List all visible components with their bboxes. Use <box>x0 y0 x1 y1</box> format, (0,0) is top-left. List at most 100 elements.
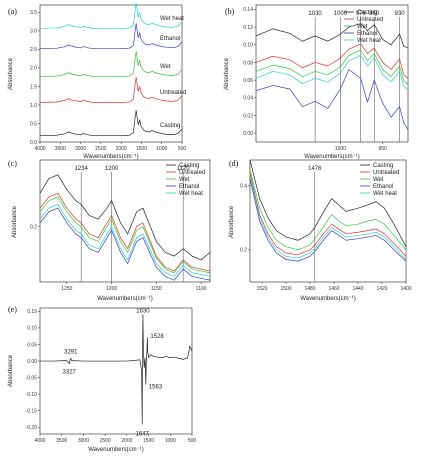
y-tick-label-a: 3.5 <box>30 10 37 16</box>
series-line-c-wet-heat <box>39 204 211 277</box>
y-tick-label-e: 0.10 <box>27 326 37 332</box>
series-line-d-wet <box>249 169 407 251</box>
x-tick-label-d: 1500 <box>280 286 291 292</box>
peak-label-b: 976 <box>356 11 367 17</box>
series-line-d-wet-heat <box>249 175 407 260</box>
series-label-a: Wet <box>160 64 171 70</box>
x-tick-label-a: 2500 <box>95 146 106 152</box>
x-tick-label-a: 1000 <box>156 146 167 152</box>
series-line-d-ethanol <box>249 179 407 262</box>
plot-c: 1250 1200 1150 1100 0.2 1234 1200 1120CastingUn… <box>30 163 211 292</box>
y-tick-label-b: 0.12 <box>243 25 253 31</box>
legend-label-d: Casting <box>373 163 393 169</box>
peak-label-c: 1200 <box>105 166 119 172</box>
x-tick-label-e: 3500 <box>56 438 67 444</box>
x-tick-label-a: 4000 <box>34 146 45 152</box>
x-tick-label-c: 1100 <box>196 286 207 292</box>
panel-c: (c) 1250 1200 1150 1100 0.2 1234 1200 1120Casti… <box>8 159 211 302</box>
y-tick-label-b: 0.04 <box>243 96 253 102</box>
x-tick-label-d: 1460 <box>328 286 339 292</box>
legend-label-b: Untreated <box>357 17 383 23</box>
legend-label-d: Ethanol <box>373 184 393 190</box>
series-line-b-wet-heat <box>255 55 409 91</box>
panel-label-e: (e) <box>8 305 17 314</box>
series-line-b-untreated <box>255 43 409 79</box>
x-tick-label-e: 4000 <box>34 438 45 444</box>
y-tick-label-e: 0.00 <box>27 359 37 365</box>
x-axis-label-b: Wavenumbers(cm⁻¹) <box>304 154 360 160</box>
panel-label-a: (a) <box>8 7 17 16</box>
panel-a: (a) 4000 3500 3000 2500 2000 1500 1000 500 0.0 0.… <box>8 2 187 160</box>
y-tick-label-e: -0.15 <box>26 409 38 415</box>
legend-label-c: Wet heat <box>179 191 203 197</box>
y-axis-label-d: Absorbance <box>229 205 235 238</box>
series-line-b-wet <box>255 49 409 85</box>
panel-label-d: (d) <box>229 159 239 168</box>
x-tick-label-c: 1250 <box>61 286 72 292</box>
legend-label-c: Wet <box>179 177 190 183</box>
y-axis-label-c: Absorbance <box>12 205 18 238</box>
peak-label-b: 960 <box>369 11 380 17</box>
y-tick-label-b: 0.14 <box>243 7 253 13</box>
x-axis-label-a: Wavenumbers(cm⁻¹) <box>83 154 139 160</box>
series-label-a: Ethanol <box>160 36 180 42</box>
legend-label-c: Casting <box>179 163 199 169</box>
x-axis-label-e: Wavenumbers(cm⁻¹) <box>88 447 144 453</box>
x-tick-label-d: 1400 <box>400 286 411 292</box>
series-line-a-wet <box>39 50 183 77</box>
y-tick-label-a: 2.5 <box>30 47 37 53</box>
x-tick-label-a: 3500 <box>55 146 66 152</box>
series-line-a-untreated <box>39 76 183 103</box>
legend-label-c: Untreated <box>179 170 205 176</box>
y-tick-label-a: 1.0 <box>30 103 37 109</box>
x-tick-label-a: 2000 <box>116 146 127 152</box>
y-tick-label-b: 0.06 <box>243 78 253 84</box>
series-line-b-casting <box>255 23 409 48</box>
peak-label-b: 930 <box>395 11 406 17</box>
series-line-c-casting <box>39 174 211 261</box>
legend-label-b: Casting <box>357 10 377 16</box>
peak-label-d: 1476 <box>308 166 322 172</box>
y-tick-label-a: 3.0 <box>30 29 37 35</box>
y-axis-label-e: Absorbance <box>8 354 14 387</box>
x-tick-label-d: 1520 <box>256 286 267 292</box>
y-tick-label-a: 2.0 <box>30 66 37 72</box>
series-line-c-ethanol <box>39 207 211 281</box>
x-axis-label-c: Wavenumbers(cm⁻¹) <box>97 296 153 302</box>
series-line-d-untreated <box>249 172 407 257</box>
x-tick-label-e: 2500 <box>100 438 111 444</box>
plot-e: 4000 3500 3000 2500 2000 1500 1000 500 -0.20 -0.1… <box>26 309 197 444</box>
x-tick-label-d: 1440 <box>352 286 363 292</box>
x-tick-label-a: 1500 <box>136 146 147 152</box>
x-tick-label-a: 500 <box>178 146 187 152</box>
y-tick-label-a: 0.0 <box>30 140 37 146</box>
x-tick-label-d: 1480 <box>304 286 315 292</box>
series-line-b-ethanol <box>255 69 409 130</box>
series-line-a-ethanol <box>39 23 183 50</box>
peak-label-e: 3327 <box>63 369 77 375</box>
panel-label-b: (b) <box>225 7 235 16</box>
y-axis-label-b: Absorbance <box>224 57 230 90</box>
y-tick-label-e: 0.05 <box>27 342 37 348</box>
series-line-a-casting <box>39 110 183 137</box>
plot-frame-b <box>255 4 409 143</box>
legend-label-d: Wet <box>373 177 384 183</box>
x-tick-label-a: 3000 <box>75 146 86 152</box>
x-tick-label-e: 3000 <box>78 438 89 444</box>
y-tick-label-e: -0.20 <box>26 425 38 431</box>
series-label-a: Untreated <box>160 90 186 96</box>
plot-frame-d <box>249 159 407 283</box>
series-line-c-wet <box>39 196 211 274</box>
panel-e: (e) 4000 3500 3000 2500 2000 1500 1000 500 -0.20… <box>8 305 196 453</box>
peak-label-b: 1030 <box>308 11 322 17</box>
y-axis-label-a: Absorbance <box>8 57 14 90</box>
y-tick-label-d: 0.4 <box>240 183 247 189</box>
peak-label-e: 1563 <box>149 384 163 390</box>
y-tick-label-b: 0.00 <box>243 131 253 137</box>
plot-b: 1000 950 0.00 0.02 0.04 0.06 0.08 0.10 0.12 0.14 1… <box>243 7 409 152</box>
legend-label-c: Ethanol <box>179 184 199 190</box>
legend-label-d: Untreated <box>373 170 399 176</box>
y-tick-label-e: -0.10 <box>26 392 38 398</box>
plot-frame-e <box>39 307 193 435</box>
x-tick-label-e: 1000 <box>165 438 176 444</box>
